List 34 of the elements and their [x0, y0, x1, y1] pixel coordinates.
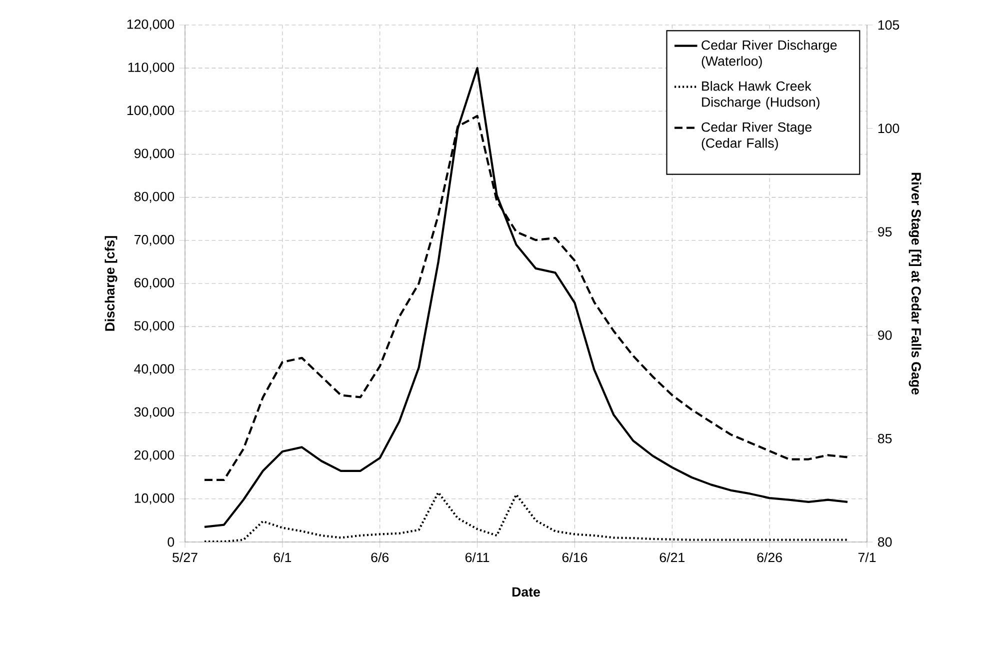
y-tick-label: 50,000: [134, 321, 174, 332]
y-tick-label: 110,000: [128, 62, 174, 74]
y-tick-label: 100,000: [127, 106, 174, 117]
x-tick-label: 6/21: [660, 552, 684, 562]
x-tick-label: 6/26: [757, 552, 782, 562]
y-tick-label: 60,000: [134, 278, 174, 290]
x-tick-label: 6/11: [465, 552, 490, 562]
line-series: [203, 67, 849, 528]
x-tick-label: 6/16: [562, 552, 588, 562]
y-tick-label: 10,000: [134, 493, 174, 504]
y2-tick-label: 80: [878, 537, 892, 547]
y-axis-title: Discharge [cfs]: [104, 236, 118, 331]
y-tick-label: 80,000: [134, 192, 174, 203]
legend-label: Black Hawk Creek Discharge (Hudson): [702, 81, 820, 110]
x-axis-title: Date: [512, 587, 540, 597]
y-tick-label: 90,000: [134, 148, 174, 160]
y-tick-label: 30,000: [134, 407, 174, 418]
y-tick-label: 20,000: [134, 450, 174, 462]
y2-tick-label: 100: [878, 124, 900, 134]
y2-tick-label: 90: [878, 330, 892, 340]
y-tick-label: 0: [168, 537, 174, 547]
legend-label: Cedar River Discharge (Waterloo): [702, 40, 837, 68]
y-tick-label: 120,000: [127, 19, 174, 31]
y2-axis-title: River Stage [ft] at Cedar Falls Gage: [908, 172, 922, 395]
y2-tick-label: 105: [878, 20, 900, 30]
y2-tick-label: 85: [878, 434, 892, 444]
x-tick-label: 5/27: [172, 552, 198, 562]
y-tick-label: 70,000: [134, 234, 174, 246]
x-tick-label: 7/1: [858, 552, 876, 562]
legend-label: Cedar River Stage (Cedar Falls): [702, 122, 812, 150]
y2-tick-label: 95: [878, 227, 892, 237]
x-tick-label: 6/6: [371, 552, 389, 562]
y-tick-label: 40,000: [134, 364, 174, 376]
x-tick-label: 6/1: [274, 552, 292, 562]
